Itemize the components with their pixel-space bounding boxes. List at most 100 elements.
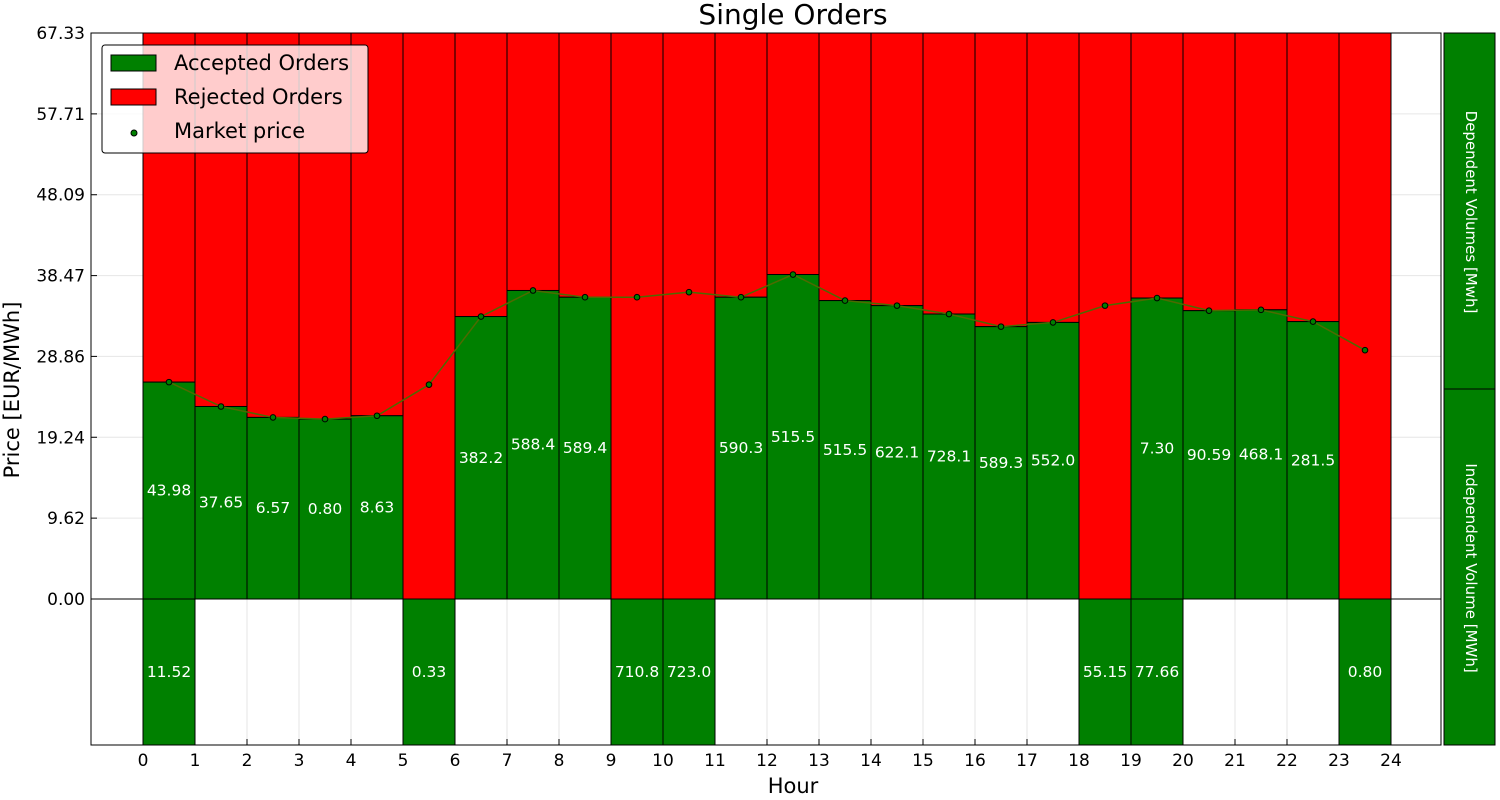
- dependent-bar: [1338, 598, 1392, 746]
- x-tick-label: 19: [1120, 751, 1142, 771]
- legend-box: [101, 44, 369, 154]
- rejected-bar: [402, 32, 456, 600]
- accepted-bar: [818, 300, 872, 600]
- market-price-point: [581, 293, 589, 301]
- accepted-volume-label: 552.0: [1031, 452, 1075, 470]
- market-price-point: [529, 287, 537, 294]
- rejected-bar: [1234, 32, 1288, 311]
- market-price-point: [893, 302, 901, 309]
- market-price-point: [1361, 346, 1369, 354]
- y-tick-label: 19.24: [36, 428, 85, 448]
- side-panel: Dependent Volumes [Mwh] Independent Volu…: [1443, 32, 1496, 746]
- market-price-point: [373, 412, 381, 420]
- market-price-point: [1101, 302, 1109, 309]
- accepted-volume-label: 588.4: [511, 436, 555, 454]
- accepted-bar: [506, 289, 560, 600]
- x-tick-label: 7: [502, 751, 513, 771]
- legend-marker-market: [130, 129, 138, 137]
- dependent-bar: [1130, 598, 1184, 746]
- x-tick-label: 2: [242, 751, 253, 771]
- dependent-bar: [402, 598, 456, 746]
- x-tick-label: 13: [808, 751, 830, 771]
- y-tick-label: 67.33: [36, 24, 85, 44]
- rejected-bar: [766, 32, 820, 276]
- x-tick-label: 18: [1068, 751, 1090, 771]
- legend-label-rejected: Rejected Orders: [174, 85, 343, 109]
- rejected-bar: [454, 32, 508, 318]
- x-axis-label: Hour: [768, 774, 819, 798]
- x-tick-label: 6: [450, 751, 461, 771]
- accepted-volume-label: 281.5: [1291, 451, 1335, 469]
- rejected-bar: [662, 32, 716, 600]
- y-tick-label: 28.86: [36, 347, 85, 367]
- dependent-volume-label: 723.0: [667, 663, 711, 681]
- accepted-volume-label: 515.5: [823, 441, 867, 459]
- market-price-point: [217, 403, 225, 410]
- market-price-point: [425, 381, 433, 388]
- y-tick-label: 48.09: [36, 186, 85, 206]
- market-price-point: [1153, 294, 1161, 302]
- y-axis-label: Price [EUR/MWh]: [0, 302, 24, 479]
- accepted-bar: [350, 415, 404, 600]
- accepted-volume-label: 8.63: [360, 498, 395, 516]
- dependent-volume-label: 55.15: [1083, 663, 1127, 681]
- legend-swatch-accepted: [110, 54, 157, 72]
- accepted-volume-label: 90.59: [1187, 446, 1231, 464]
- x-tick-label: 8: [554, 751, 565, 771]
- legend-label-accepted: Accepted Orders: [174, 51, 349, 75]
- rejected-bar: [974, 32, 1028, 328]
- market-price-point: [477, 313, 485, 320]
- legend-label-market: Market price: [174, 119, 305, 143]
- x-tick-label: 20: [1172, 751, 1194, 771]
- market-price-point: [165, 378, 173, 386]
- market-price-point: [1205, 307, 1213, 314]
- x-tick-label: 23: [1328, 751, 1350, 771]
- x-tick-label: 9: [606, 751, 617, 771]
- accepted-volume-label: 589.3: [979, 454, 1023, 472]
- accepted-bar: [922, 313, 976, 600]
- market-price-point: [1049, 319, 1057, 326]
- x-tick-label: 12: [756, 751, 778, 771]
- y-tick-label: 0.00: [47, 590, 85, 610]
- accepted-volume-label: 468.1: [1239, 445, 1283, 463]
- x-tick-label: 3: [294, 751, 305, 771]
- y-tick-label: 38.47: [36, 267, 85, 287]
- dependent-volume-label: 0.33: [412, 663, 447, 681]
- x-tick-label: 22: [1276, 751, 1298, 771]
- dependent-volume-label: 0.80: [1348, 663, 1383, 681]
- side-panel-dependent: [1443, 32, 1496, 390]
- market-price-point: [997, 323, 1005, 330]
- accepted-bar: [714, 296, 768, 600]
- y-tick-label: 9.62: [47, 509, 85, 529]
- accepted-volume-label: 382.2: [459, 449, 503, 467]
- rejected-bar: [610, 32, 664, 600]
- market-price-point: [685, 288, 693, 296]
- market-price-point: [269, 414, 277, 421]
- rejected-bar: [1078, 32, 1132, 600]
- market-price-point: [945, 310, 953, 318]
- rejected-bar: [1338, 32, 1392, 600]
- accepted-bar: [246, 416, 300, 600]
- x-tick-label: 21: [1224, 751, 1246, 771]
- accepted-volume-label: 589.4: [563, 439, 607, 457]
- x-tick-label: 15: [912, 751, 934, 771]
- dependent-volume-label: 77.66: [1135, 663, 1179, 681]
- x-tick-label: 14: [860, 751, 882, 771]
- rejected-bar: [1026, 32, 1080, 323]
- x-tick-label: 17: [1016, 751, 1038, 771]
- accepted-volume-label: 622.1: [875, 443, 919, 461]
- accepted-volume-label: 590.3: [719, 439, 763, 457]
- x-tick-label: 16: [964, 751, 986, 771]
- side-label-independent: Independent Volume [MWh]: [1462, 463, 1480, 672]
- market-price-point: [633, 293, 641, 301]
- side-panel-independent: [1443, 388, 1496, 746]
- dependent-volume-label: 11.52: [147, 663, 191, 681]
- x-tick-label: 1: [190, 751, 201, 771]
- accepted-volume-label: 43.98: [147, 482, 191, 500]
- side-label-dependent: Dependent Volumes [Mwh]: [1462, 111, 1480, 314]
- accepted-volume-label: 515.5: [771, 428, 815, 446]
- rejected-bar: [870, 32, 924, 307]
- market-price-point: [1309, 318, 1317, 325]
- accepted-bar: [1286, 321, 1340, 600]
